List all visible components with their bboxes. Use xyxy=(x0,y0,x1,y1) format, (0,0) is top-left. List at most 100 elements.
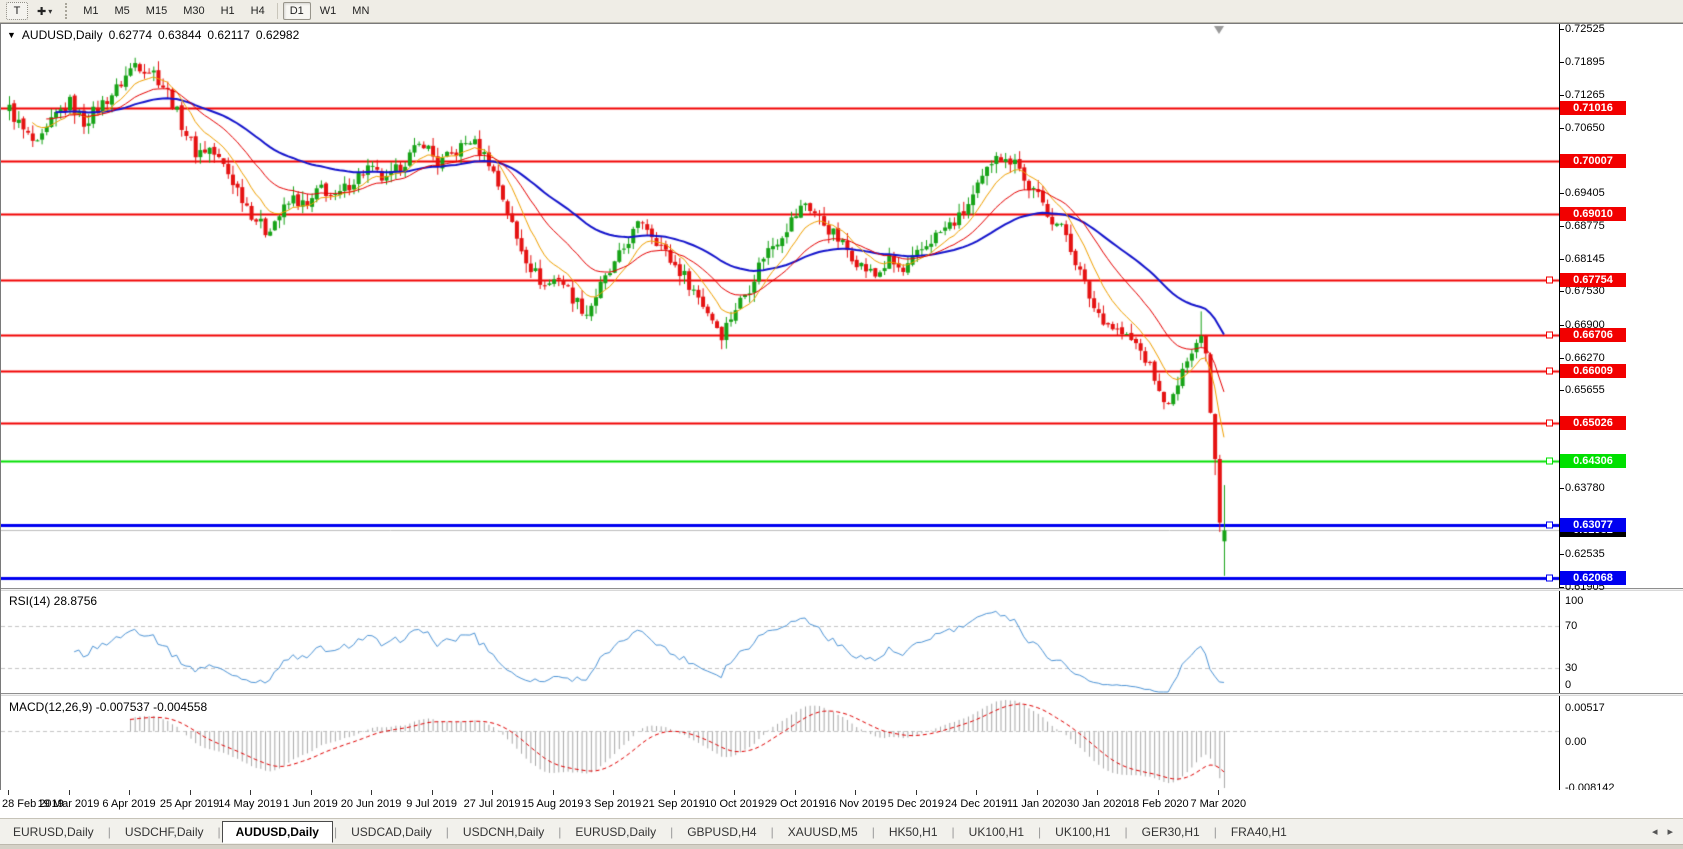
price-tick-label: 0.70650 xyxy=(1565,121,1605,134)
timeframe-button-group: M1 M5 M15 M30 H1 H4 D1 W1 MN xyxy=(75,2,377,20)
hline-price-badge[interactable]: 0.65026 xyxy=(1560,415,1626,430)
chart-tab-usdcnh-daily[interactable]: USDCNH,Daily xyxy=(462,824,545,839)
symbol-label: AUDUSD,Daily xyxy=(21,28,103,42)
hline-price-badge[interactable]: 0.66009 xyxy=(1560,364,1626,379)
price-tick-label: 0.71895 xyxy=(1565,56,1605,69)
date-tick-mark xyxy=(250,790,252,795)
ohlc-low: 0.62117 xyxy=(207,28,250,42)
hline-handle[interactable] xyxy=(1546,276,1553,284)
date-tick-mark xyxy=(1036,790,1038,795)
date-label: 20 Jun 2019 xyxy=(340,798,402,810)
title-dropdown-icon[interactable]: ▼ xyxy=(7,30,16,40)
price-tick-mark xyxy=(1559,95,1564,97)
hline-price-badge[interactable]: 0.63077 xyxy=(1560,518,1626,533)
price-tick-mark xyxy=(1559,291,1564,293)
timeframe-button-MN[interactable]: MN xyxy=(352,5,370,17)
panel-splitter-macd[interactable] xyxy=(1,693,1683,696)
price-tick-label: 0.66900 xyxy=(1565,318,1605,331)
timeframe-button-M5[interactable]: M5 xyxy=(114,5,130,17)
hline-price-badge[interactable]: 0.67754 xyxy=(1560,272,1626,287)
timeframe-button-M1[interactable]: M1 xyxy=(83,5,99,17)
date-label: 27 Jul 2019 xyxy=(463,798,521,810)
tab-separator: | xyxy=(1124,824,1128,839)
price-chart-canvas[interactable] xyxy=(1,24,1559,791)
timeframe-button-H4[interactable]: H4 xyxy=(250,5,265,17)
date-tick-mark xyxy=(129,790,131,795)
chart-tab-eurusd-daily[interactable]: EURUSD,Daily xyxy=(13,824,94,839)
cursor-tool-button[interactable]: ✚ ▾ xyxy=(30,2,59,20)
tab-separator: | xyxy=(871,824,875,839)
tab-separator: | xyxy=(1213,824,1217,839)
hline-handle[interactable] xyxy=(1546,457,1553,465)
date-tick-mark xyxy=(8,790,9,795)
timeframe-button-D1[interactable]: D1 xyxy=(282,2,311,20)
chart-tab-gbpusd-h4[interactable]: GBPUSD,H4 xyxy=(687,824,757,839)
date-label: 30 Jan 2020 xyxy=(1066,798,1128,810)
chart-tab-audusd-daily[interactable]: AUDUSD,Daily xyxy=(221,820,333,843)
price-tick-mark xyxy=(1559,389,1564,391)
hline-handle[interactable] xyxy=(1546,521,1553,529)
panel-splitter-rsi[interactable] xyxy=(1,588,1683,591)
timeframe-button-M15[interactable]: M15 xyxy=(145,5,168,17)
hline-price-badge[interactable]: 0.70007 xyxy=(1560,154,1626,169)
hline-price-badge[interactable]: 0.62068 xyxy=(1560,571,1626,586)
chart-tab-uk100-h1[interactable]: UK100,H1 xyxy=(1055,824,1111,839)
tab-separator: | xyxy=(951,824,955,839)
tab-scroll-right-icon[interactable]: ▸ xyxy=(1667,826,1673,838)
price-tick-mark xyxy=(1559,553,1564,555)
hline-price-badge[interactable]: 0.71016 xyxy=(1560,101,1626,116)
chart-tab-uk100-h1[interactable]: UK100,H1 xyxy=(968,824,1025,839)
date-axis: 28 Feb 2019 19 Mar 2019 6 Apr 2019 25 Apr 2… xyxy=(0,790,1683,818)
price-tick-label: 0.67530 xyxy=(1565,285,1605,298)
date-label: 3 Sep 2019 xyxy=(585,798,642,810)
hline-price-badge[interactable]: 0.66706 xyxy=(1560,327,1626,342)
ohlc-close: 0.62982 xyxy=(255,28,300,42)
price-tick-label: 0.72525 xyxy=(1565,23,1605,35)
date-tick-mark xyxy=(734,790,736,795)
tab-scroll-left-icon[interactable]: ◂ xyxy=(1651,826,1658,838)
hline-handle[interactable] xyxy=(1546,367,1553,375)
price-tick-label: 0.65655 xyxy=(1565,383,1605,396)
date-label: 5 Dec 2019 xyxy=(887,798,944,810)
chart-tab-hk50-h1[interactable]: HK50,H1 xyxy=(888,824,938,839)
chart-tab-eurusd-daily[interactable]: EURUSD,Daily xyxy=(575,824,657,839)
date-tick-mark xyxy=(613,790,615,795)
date-label: 19 Mar 2019 xyxy=(37,798,100,810)
timeframe-button-H1[interactable]: H1 xyxy=(220,5,235,17)
macd-scale-label: 0.00 xyxy=(1565,736,1587,748)
hline-handle[interactable] xyxy=(1546,331,1553,339)
timeframe-button-M30[interactable]: M30 xyxy=(183,5,205,17)
chart-tab-xauusd-m5[interactable]: XAUUSD,M5 xyxy=(787,824,858,839)
hline-price-badge[interactable]: 0.64306 xyxy=(1560,453,1626,468)
price-tick-mark xyxy=(1559,62,1564,64)
chart-window: ▼ AUDUSD,Daily 0.62774 0.63844 0.62117 0… xyxy=(0,23,1683,794)
date-tick-mark xyxy=(794,790,796,795)
macd-scale-label: 0.00517 xyxy=(1565,702,1605,714)
tab-separator: | xyxy=(107,824,111,839)
timeframe-button-W1[interactable]: W1 xyxy=(319,5,337,17)
date-label: 28 Feb 2019 xyxy=(2,798,64,810)
chart-tab-ger30-h1[interactable]: GER30,H1 xyxy=(1141,824,1200,839)
price-tick-mark xyxy=(1559,192,1564,194)
date-label: 18 Feb 2020 xyxy=(1126,798,1189,810)
price-tick-label: 0.66270 xyxy=(1565,351,1605,364)
date-label: 7 Mar 2020 xyxy=(1190,798,1247,810)
date-label: 29 Oct 2019 xyxy=(764,798,825,810)
price-tick-mark xyxy=(1559,357,1564,359)
hline-price-badge[interactable]: 0.69010 xyxy=(1560,206,1626,221)
date-tick-mark xyxy=(431,790,433,795)
date-tick-mark xyxy=(673,790,675,795)
macd-label: MACD(12,26,9) -0.007537 -0.004558 xyxy=(9,700,208,714)
date-label: 25 Apr 2019 xyxy=(159,798,220,810)
date-tick-mark xyxy=(1097,790,1099,795)
chart-tab-usdcad-daily[interactable]: USDCAD,Daily xyxy=(351,824,432,839)
chart-tab-usdchf-daily[interactable]: USDCHF,Daily xyxy=(124,824,204,839)
chart-tab-fra40-h1[interactable]: FRA40,H1 xyxy=(1230,824,1287,839)
date-label: 1 Jun 2019 xyxy=(283,798,338,810)
status-strip xyxy=(0,844,1683,849)
hline-handle[interactable] xyxy=(1546,419,1553,427)
hline-handle[interactable] xyxy=(1546,574,1553,582)
price-tick-mark xyxy=(1559,226,1564,228)
toolbar-grip xyxy=(65,3,70,19)
text-tool-button[interactable]: T xyxy=(6,2,28,20)
